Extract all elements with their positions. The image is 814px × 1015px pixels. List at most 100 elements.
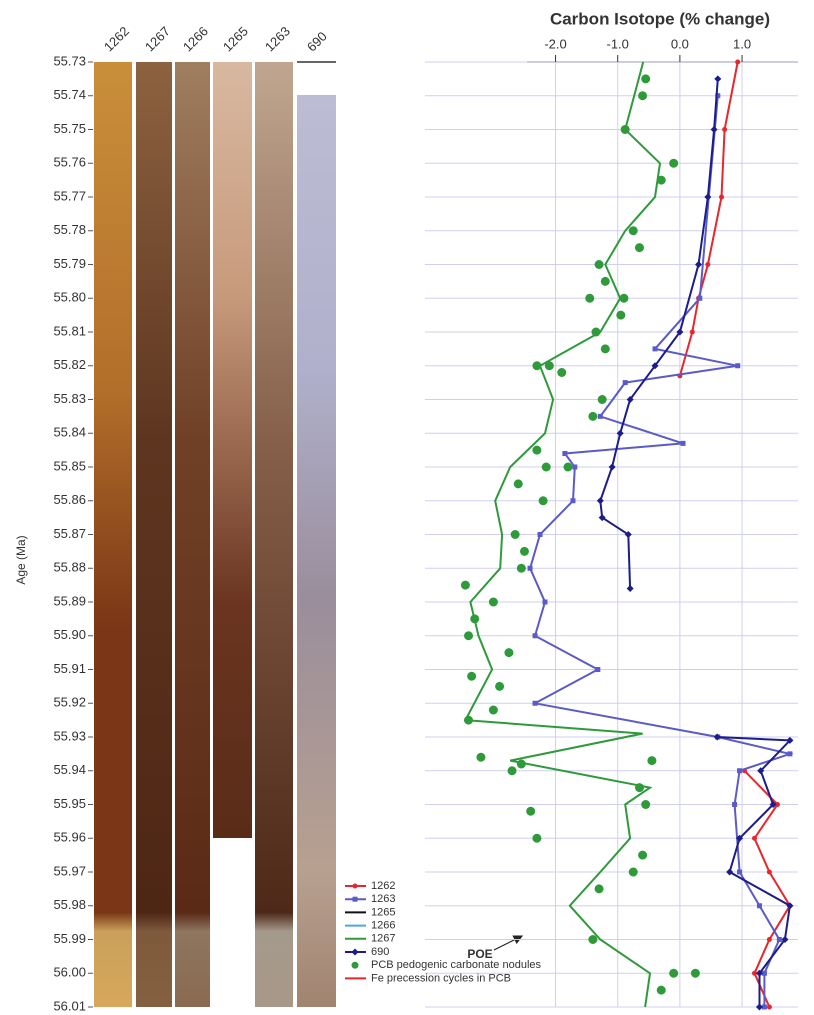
marker	[732, 802, 737, 807]
marker	[714, 75, 721, 82]
marker	[704, 194, 711, 201]
marker	[722, 127, 727, 132]
marker	[609, 464, 616, 471]
marker	[601, 277, 610, 286]
marker	[533, 633, 538, 638]
y-tick-label: 56.01	[53, 998, 86, 1013]
marker	[601, 344, 610, 353]
marker	[777, 937, 782, 942]
marker	[489, 598, 498, 607]
marker	[767, 937, 772, 942]
marker	[539, 496, 548, 505]
marker	[737, 870, 742, 875]
marker	[735, 60, 740, 65]
marker	[767, 870, 772, 875]
marker	[647, 756, 656, 765]
core-image	[94, 62, 132, 1007]
marker	[629, 226, 638, 235]
marker	[653, 346, 658, 351]
marker	[598, 395, 607, 404]
core-image	[297, 95, 336, 1007]
y-tick-label: 55.81	[53, 323, 86, 338]
marker	[526, 807, 535, 816]
x-tick-label: -2.0	[544, 36, 566, 51]
marker	[588, 412, 597, 421]
marker	[669, 969, 678, 978]
marker	[533, 701, 538, 706]
marker	[545, 361, 554, 370]
marker	[532, 361, 541, 370]
marker	[464, 716, 473, 725]
y-tick-label: 55.87	[53, 526, 86, 541]
y-tick-label: 55.93	[53, 728, 86, 743]
annotation-arrow	[494, 936, 522, 950]
y-tick-label: 55.84	[53, 425, 86, 440]
marker	[542, 463, 551, 472]
chart: Carbon Isotope (% change) Age (Ma) POE 1…	[0, 0, 814, 1015]
marker	[691, 969, 700, 978]
marker	[595, 884, 604, 893]
y-tick-label: 55.75	[53, 121, 86, 136]
marker	[514, 479, 523, 488]
marker	[635, 243, 644, 252]
core-label: 1263	[262, 23, 293, 54]
marker	[695, 261, 702, 268]
legend-label: 1267	[371, 933, 395, 945]
marker	[563, 463, 572, 472]
y-tick-label: 55.90	[53, 627, 86, 642]
marker	[508, 766, 517, 775]
legend-marker	[352, 949, 359, 956]
marker	[735, 363, 740, 368]
marker	[641, 74, 650, 83]
y-tick-label: 55.98	[53, 897, 86, 912]
y-tick-label: 55.91	[53, 661, 86, 676]
y-tick-label: 55.86	[53, 492, 86, 507]
marker	[542, 600, 547, 605]
marker	[629, 868, 638, 877]
marker	[476, 753, 485, 762]
x-tick-label: 0.0	[671, 36, 689, 51]
legend-label: Fe precession cycles in PCB	[371, 972, 511, 984]
marker	[572, 465, 577, 470]
core-image	[175, 62, 210, 1007]
marker	[680, 441, 685, 446]
marker	[737, 768, 742, 773]
legend-swatch	[352, 962, 359, 969]
marker	[538, 532, 543, 537]
legend-marker	[353, 897, 358, 902]
marker	[638, 851, 647, 860]
marker	[464, 631, 473, 640]
core-images	[94, 62, 336, 1007]
marker	[719, 195, 724, 200]
legend-label: PCB pedogenic carbonate nodules	[371, 959, 542, 971]
y-tick-label: 55.97	[53, 863, 86, 878]
marker	[562, 451, 567, 456]
marker	[570, 498, 575, 503]
y-tick-label: 55.77	[53, 188, 86, 203]
marker	[756, 1004, 763, 1011]
y-tick-label: 55.79	[53, 256, 86, 271]
chart-title: Carbon Isotope (% change)	[550, 9, 770, 28]
marker	[470, 614, 479, 623]
core-image	[136, 62, 172, 1007]
marker	[711, 126, 718, 133]
y-tick-label: 55.85	[53, 458, 86, 473]
y-tick-label: 55.96	[53, 830, 86, 845]
marker	[757, 903, 762, 908]
y-tick-label: 56.00	[53, 965, 86, 980]
marker	[616, 311, 625, 320]
core-image	[213, 62, 252, 838]
y-tick-label: 55.99	[53, 931, 86, 946]
core-label: 1267	[142, 23, 173, 54]
marker	[467, 672, 476, 681]
y-tick-label: 55.76	[53, 155, 86, 170]
marker	[669, 159, 678, 168]
marker	[623, 380, 628, 385]
series-line	[600, 79, 790, 1007]
marker	[495, 682, 504, 691]
y-axis-label: Age (Ma)	[14, 535, 28, 584]
marker	[697, 296, 702, 301]
series	[597, 75, 794, 1010]
marker	[588, 935, 597, 944]
marker	[767, 1005, 772, 1010]
